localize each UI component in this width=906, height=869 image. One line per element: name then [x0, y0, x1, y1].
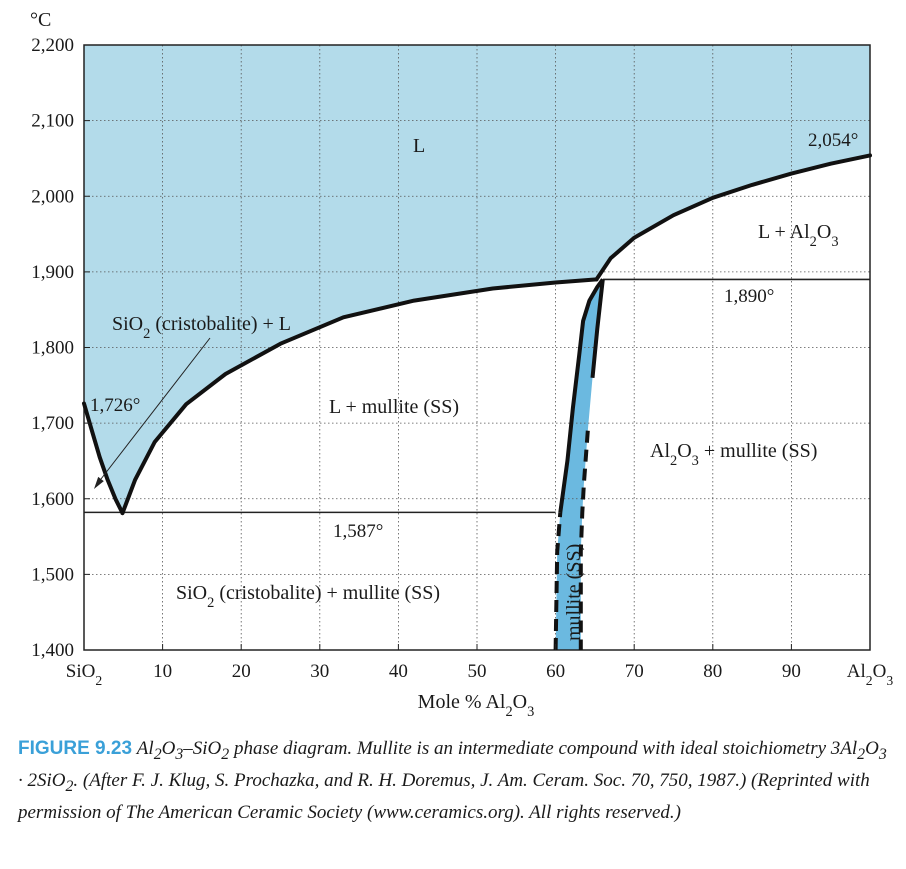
y-tick-label: 1,800 — [31, 338, 74, 359]
liquidus-curve-mullite — [120, 277, 599, 516]
annotation-arrowhead — [94, 476, 104, 489]
y-tick-label: 2,200 — [31, 35, 74, 56]
mullite-right-boundary-dashed — [578, 430, 590, 650]
y-tick-label: 1,400 — [31, 640, 74, 661]
x-tick-label: 60 — [546, 661, 565, 682]
phase-diagram-chart: SiO2 10 20 30 40 50 60 70 80 90 Al2O3 1,400 1,500 1,6… — [30, 9, 894, 720]
liquid-mullite-region-label: L + mullite (SS) — [329, 396, 459, 418]
caption-text: Al2O3–SiO2 phase diagram. Mullite is an … — [18, 738, 887, 823]
liquid-alumina-region-label: L + Al2O3 — [758, 221, 839, 250]
x-axis-label: Mole % Al2O3 — [418, 691, 535, 720]
x-tick-label: 90 — [782, 661, 801, 682]
liquid-region-label: L — [413, 135, 425, 157]
x-tick-label: 80 — [703, 661, 722, 682]
x-tick-label: 30 — [310, 661, 329, 682]
x-tick-label: 40 — [389, 661, 408, 682]
liquid-region-fill — [84, 45, 870, 514]
x-tick-label: 70 — [625, 661, 644, 682]
x-tick-label: 50 — [468, 661, 487, 682]
x-tick-label: 10 — [153, 661, 172, 682]
peritectic-temp-label: 1,890° — [724, 286, 774, 307]
x-tick-label: SiO2 — [66, 661, 103, 688]
figure-caption: FIGURE 9.23 Al2O3–SiO2 phase diagram. Mu… — [18, 736, 896, 826]
x-tick-label: 20 — [232, 661, 251, 682]
y-tick-label: 2,000 — [31, 186, 74, 207]
silica-mullite-region-label: SiO2 (cristobalite) + mullite (SS) — [176, 582, 440, 611]
y-tick-label: 1,500 — [31, 564, 74, 585]
y-tick-label: 1,600 — [31, 489, 74, 510]
eutectic-temp-label: 1,587° — [333, 521, 383, 542]
y-tick-label: 1,900 — [31, 262, 74, 283]
mullite-left-boundary-dashed — [553, 512, 563, 651]
x-tick-label: Al2O3 — [847, 661, 894, 688]
alumina-mullite-region-label: Al2O3 + mullite (SS) — [650, 440, 817, 469]
y-axis-unit: °C — [30, 9, 51, 31]
figure-label: FIGURE 9.23 — [18, 738, 133, 759]
mullite-left-boundary-solid — [558, 278, 605, 513]
mullite-right-boundary-solid — [590, 279, 605, 378]
silica-melting-temp-label: 1,726° — [90, 395, 140, 416]
alumina-melting-temp-label: 2,054° — [808, 130, 858, 151]
y-tick-label: 1,700 — [31, 413, 74, 434]
mullite-region-label: mullite (SS) — [563, 544, 585, 641]
mullite-region-fill — [555, 279, 603, 650]
annotation-arrow-line — [100, 337, 211, 480]
liquidus-curve-alumina — [594, 153, 872, 282]
y-tick-label: 2,100 — [31, 111, 74, 132]
liquidus-curve-silica — [82, 401, 125, 516]
silica-liquid-region-label: SiO2 (cristobalite) + L — [112, 313, 291, 342]
